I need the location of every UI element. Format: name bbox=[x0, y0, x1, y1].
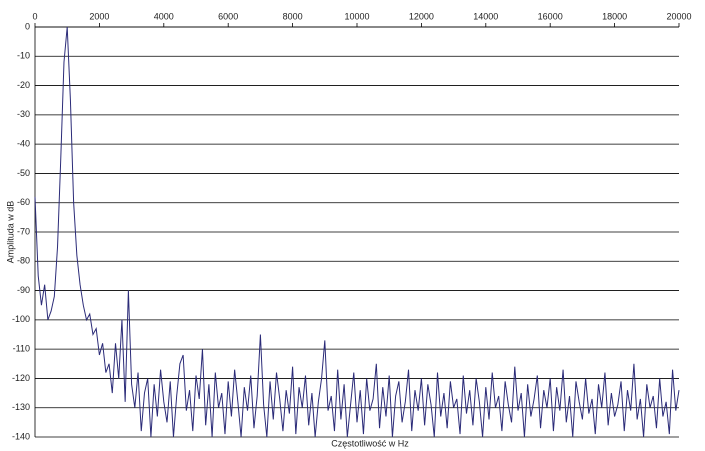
y-axis-title: Amplituda w dB bbox=[5, 201, 15, 264]
y-tick-label: -80 bbox=[17, 256, 30, 266]
spectrum-line bbox=[34, 26, 680, 438]
y-tick-label: -140 bbox=[12, 431, 30, 441]
y-tick-label: -40 bbox=[17, 139, 30, 149]
y-tick-label: -10 bbox=[17, 51, 30, 61]
y-tick-label: 0 bbox=[25, 21, 30, 31]
y-tick-label: -100 bbox=[12, 314, 30, 324]
x-tick-label: 8000 bbox=[283, 11, 303, 21]
y-tick-label: -130 bbox=[12, 402, 30, 412]
y-tick-label: -60 bbox=[17, 197, 30, 207]
y-tick-label: -30 bbox=[17, 109, 30, 119]
y-tick-label: -110 bbox=[13, 344, 30, 354]
x-tick-label: 2000 bbox=[89, 11, 109, 21]
y-tick-label: -120 bbox=[12, 373, 30, 383]
x-tick-label: 6000 bbox=[218, 11, 238, 21]
y-tick-label: -90 bbox=[17, 285, 30, 295]
x-tick-label: 10000 bbox=[344, 11, 369, 21]
y-tick-label: -70 bbox=[17, 226, 30, 236]
x-tick-label: 12000 bbox=[409, 11, 434, 21]
y-tick-label: -50 bbox=[17, 168, 30, 178]
y-tick-label: -20 bbox=[17, 80, 30, 90]
x-tick-label: 18000 bbox=[602, 11, 627, 21]
x-tick-label: 14000 bbox=[473, 11, 498, 21]
x-tick-label: 4000 bbox=[154, 11, 174, 21]
x-tick-label: 20000 bbox=[666, 11, 691, 21]
x-tick-label: 0 bbox=[32, 11, 37, 21]
x-axis-title: Częstotliwość w Hz bbox=[331, 438, 409, 448]
x-tick-label: 16000 bbox=[538, 11, 563, 21]
